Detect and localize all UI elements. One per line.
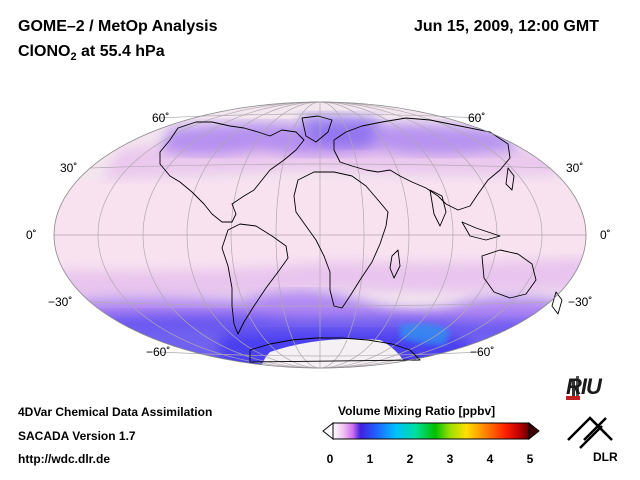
lat-label-s30-right: −30˚ xyxy=(568,295,592,309)
dlr-logo: DLR xyxy=(593,450,618,464)
lat-label-eq-left: 0˚ xyxy=(26,228,37,242)
species-name: ClONO xyxy=(18,43,71,60)
india-coast xyxy=(429,189,447,227)
colorbar-tick-5: 5 xyxy=(527,452,534,466)
lat-label-n60-left: 60˚ xyxy=(152,111,169,125)
indonesia-coast xyxy=(461,221,501,241)
colorbar-gradient xyxy=(332,422,530,440)
antarctica-coast xyxy=(249,337,421,363)
greenland-coast xyxy=(301,115,333,143)
riu-logo: RIU xyxy=(566,374,602,399)
riu-logo-mark xyxy=(566,376,580,400)
lat-label-s30-left: −30˚ xyxy=(48,295,72,309)
colorbar-max-arrow xyxy=(528,421,540,441)
lat-label-s60-right: −60˚ xyxy=(470,345,494,359)
map-outline xyxy=(53,101,587,369)
colorbar-tick-3: 3 xyxy=(447,452,454,466)
australia-coast xyxy=(481,249,537,299)
coastlines xyxy=(159,115,563,363)
colorbar xyxy=(322,421,540,441)
lat-label-n30-right: 30˚ xyxy=(566,161,583,175)
south-high-patch xyxy=(400,323,450,345)
lat-label-n30-left: 30˚ xyxy=(60,161,77,175)
footer-line-1: 4DVar Chemical Data Assimilation xyxy=(18,405,213,419)
lat-label-s60-left: −60˚ xyxy=(146,345,170,359)
europe-asia-coast xyxy=(333,117,511,211)
colorbar-tick-4: 4 xyxy=(487,452,494,466)
colorbar-title: Volume Mixing Ratio [ppbv] xyxy=(338,404,496,418)
colorbar-tick-0: 0 xyxy=(327,452,334,466)
lat-label-n60-right: 60˚ xyxy=(468,111,485,125)
south-midlat-band xyxy=(60,258,586,300)
footer-line-2: SACADA Version 1.7 xyxy=(18,429,136,443)
new-zealand-coast xyxy=(551,291,563,315)
species-level-title: ClONO2 at 55.4 hPa xyxy=(18,43,165,63)
japan-coast xyxy=(505,167,515,191)
north-america-coast xyxy=(159,121,305,223)
colorbar-tick-1: 1 xyxy=(367,452,374,466)
dlr-logo-mark xyxy=(567,416,613,449)
pressure-level: at 55.4 hPa xyxy=(76,43,165,60)
footer-url-link[interactable]: http://wdc.dlr.de xyxy=(18,452,110,466)
africa-coast xyxy=(293,171,389,309)
colorbar-min-arrow xyxy=(322,421,334,441)
species-subscript: 2 xyxy=(70,51,77,64)
south-america-coast xyxy=(221,223,289,335)
madagascar-coast xyxy=(389,249,401,279)
colorbar-tick-2: 2 xyxy=(407,452,414,466)
colorbar-ticks: 0 1 2 3 4 5 xyxy=(327,452,534,466)
analysis-datetime: Jun 15, 2009, 12:00 GMT xyxy=(414,18,599,35)
map-title: GOME–2 / MetOp Analysis xyxy=(18,18,218,35)
lat-label-eq-right: 0˚ xyxy=(600,228,611,242)
